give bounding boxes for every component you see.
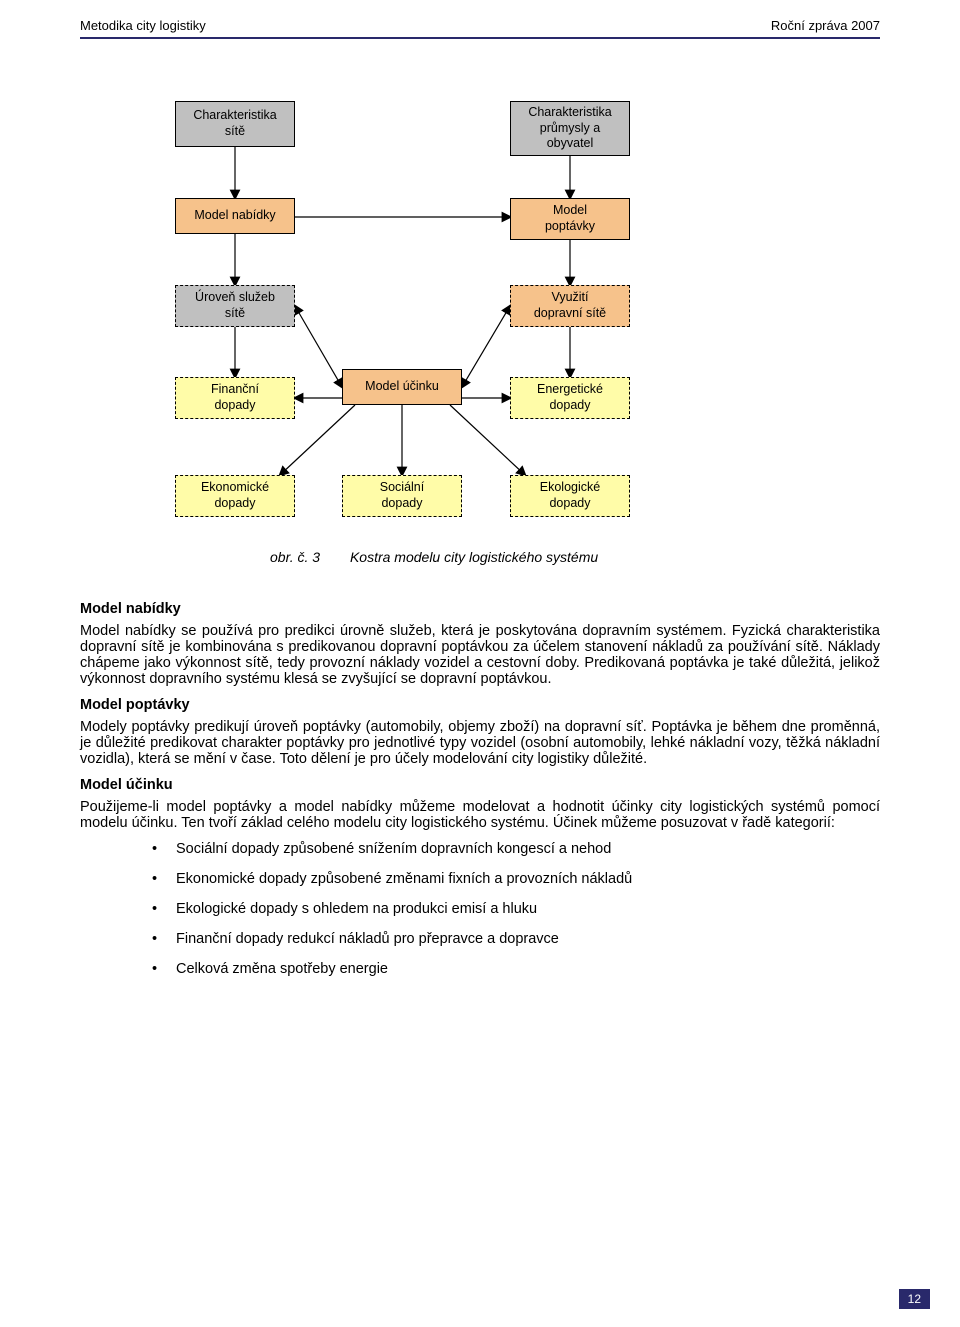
- list-item: Ekologické dopady s ohledem na produkci …: [152, 901, 880, 917]
- node-char_prum: Charakteristikaprůmysly aobyvatel: [510, 101, 630, 156]
- node-social: Sociálnídopady: [342, 475, 462, 517]
- section-para-3: Použijeme-li model poptávky a model nabí…: [80, 799, 880, 831]
- node-uroven: Úroveň služebsítě: [175, 285, 295, 327]
- bullet-list: Sociální dopady způsobené snížením dopra…: [152, 841, 880, 977]
- section-title-3: Model účinku: [80, 777, 880, 793]
- page-number: 12: [899, 1289, 930, 1309]
- page-header: Metodika city logistiky Roční zpráva 200…: [80, 18, 880, 39]
- node-ekon: Ekonomickédopady: [175, 475, 295, 517]
- section-title-2: Model poptávky: [80, 697, 880, 713]
- header-left: Metodika city logistiky: [80, 18, 206, 33]
- list-item: Celková změna spotřeby energie: [152, 961, 880, 977]
- header-right: Roční zpráva 2007: [771, 18, 880, 33]
- node-model_uc: Model účinku: [342, 369, 462, 405]
- node-model_nab: Model nabídky: [175, 198, 295, 234]
- node-char_site: Charakteristikasítě: [175, 101, 295, 147]
- caption-label: obr. č. 3: [270, 549, 320, 565]
- body-text: Model nabídky Model nabídky se používá p…: [80, 601, 880, 977]
- list-item: Ekonomické dopady způsobené změnami fixn…: [152, 871, 880, 887]
- list-item: Finanční dopady redukcí nákladů pro přep…: [152, 931, 880, 947]
- section-para-1: Model nabídky se používá pro predikci úr…: [80, 623, 880, 687]
- node-ekolog: Ekologickédopady: [510, 475, 630, 517]
- figure-caption: obr. č. 3 Kostra modelu city logistickéh…: [270, 549, 880, 565]
- section-title-1: Model nabídky: [80, 601, 880, 617]
- section-para-2: Modely poptávky predikují úroveň poptávk…: [80, 719, 880, 767]
- flow-diagram: Charakteristikasítě Charakteristikaprůmys…: [80, 101, 880, 531]
- list-item: Sociální dopady způsobené snížením dopra…: [152, 841, 880, 857]
- node-vyuziti: Využitídopravní sítě: [510, 285, 630, 327]
- caption-text: Kostra modelu city logistického systému: [350, 549, 598, 565]
- node-model_pop: Modelpoptávky: [510, 198, 630, 240]
- node-financni: Finančnídopady: [175, 377, 295, 419]
- node-energ: Energetickédopady: [510, 377, 630, 419]
